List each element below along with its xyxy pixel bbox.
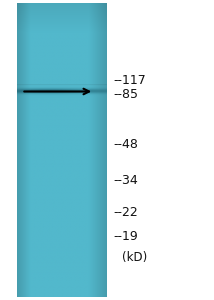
Text: --22: --22 — [113, 206, 138, 220]
Text: --117: --117 — [113, 74, 146, 88]
Text: (kD): (kD) — [122, 251, 147, 265]
Text: --34: --34 — [113, 173, 138, 187]
Text: --85: --85 — [113, 88, 138, 101]
Text: --19: --19 — [113, 230, 138, 244]
Text: --48: --48 — [113, 137, 138, 151]
